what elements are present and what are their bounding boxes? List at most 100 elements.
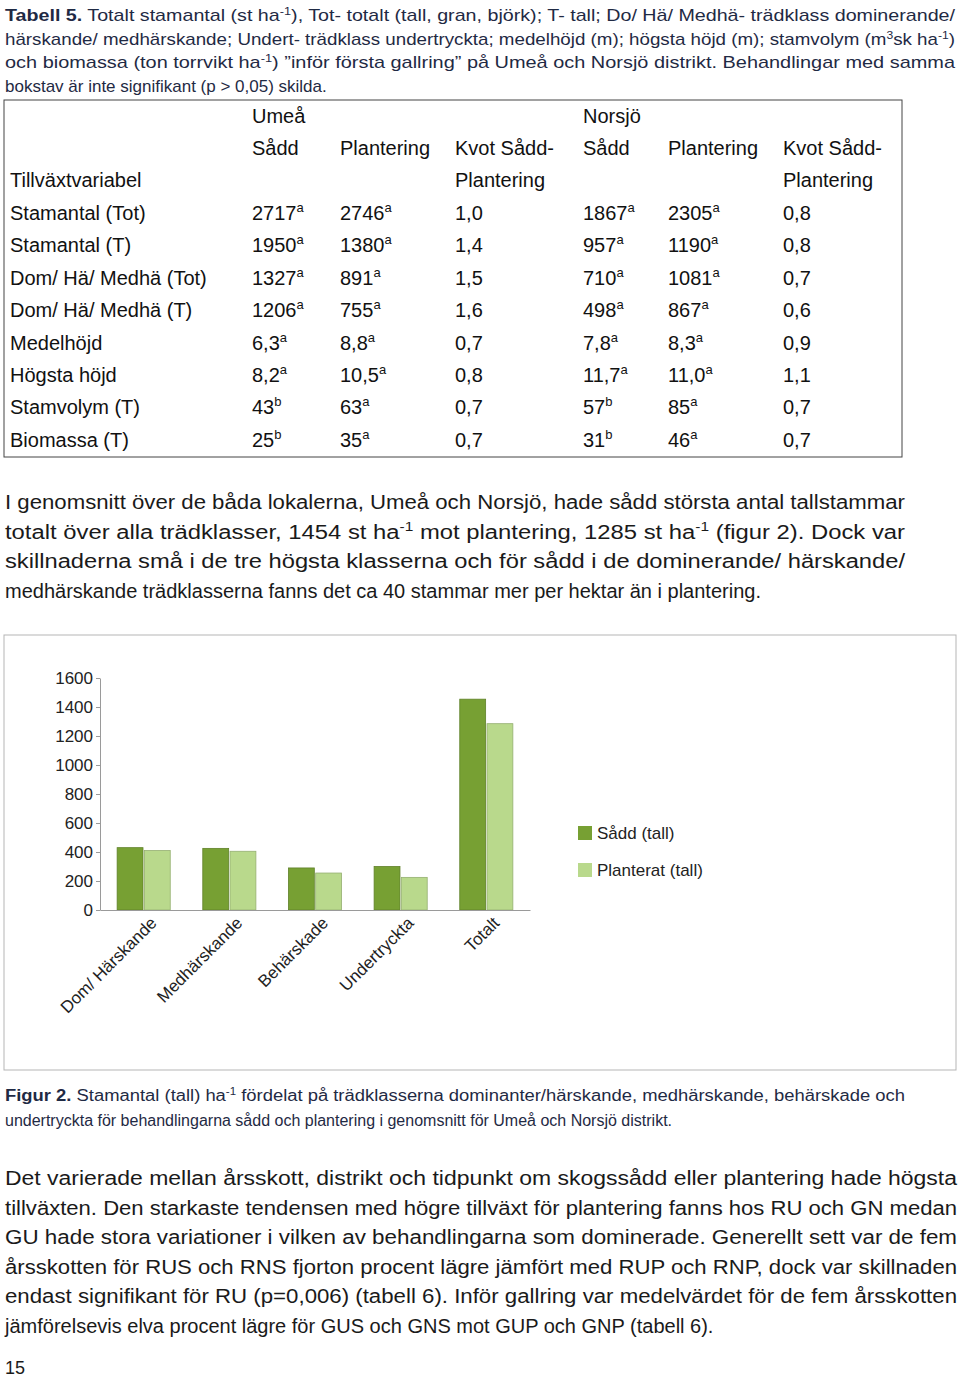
- cell-value: 0,7: [455, 396, 483, 418]
- cell-value: 31: [583, 429, 605, 451]
- cell-value: 0,9: [783, 332, 811, 354]
- table-cell: 11,0a: [668, 362, 713, 386]
- cell-significance: a: [616, 232, 624, 247]
- cell-value: 1,5: [455, 267, 483, 289]
- table-cell: 1,6: [455, 299, 483, 321]
- tick: 200: [65, 872, 100, 891]
- table-cell: 1,0: [455, 202, 483, 224]
- cell-value: 0,8: [455, 364, 483, 386]
- cell-value: 10,5: [340, 364, 379, 386]
- row-label: Dom/ Hä/ Medhä (T): [10, 299, 192, 321]
- text-run: fördelat på trädklasserna dominanter/här…: [236, 1087, 905, 1104]
- table-cell: 1,1: [783, 364, 811, 386]
- table-cell: 46a: [668, 427, 698, 451]
- text-run: GU hade stora variationer i vilken av be…: [5, 1226, 957, 1248]
- tick-label: Medhärskande: [153, 914, 246, 1007]
- cell-value: 46: [668, 429, 690, 451]
- table: UmeåNorsjöSåddPlanteringKvot Sådd-Plante…: [4, 100, 902, 457]
- text-run: medhärskande trädklasserna fanns det ca …: [5, 580, 761, 602]
- text-run: endast signifikant för RU (p=0,006) (tab…: [5, 1285, 957, 1307]
- tick-mark: [96, 852, 100, 853]
- cell-significance: a: [385, 200, 393, 215]
- cell-value: 35: [340, 429, 362, 451]
- table-cell: 1190a: [668, 232, 719, 256]
- tick-label: Undertryckta: [336, 913, 418, 995]
- tick-label: 0: [84, 901, 93, 920]
- cell-significance: b: [605, 394, 612, 409]
- table-cell: 1081a: [668, 265, 721, 289]
- table-cell: 2717a: [252, 200, 305, 224]
- axis-line: [100, 679, 101, 911]
- text-run: Stamantal (tall) ha: [71, 1087, 226, 1104]
- column-header: Plantering: [783, 169, 873, 191]
- cell-value: 63: [340, 396, 362, 418]
- tick-label: 1600: [55, 669, 93, 688]
- cell-significance: a: [373, 265, 381, 280]
- text-run: tillväxten. Den starkaste tendensen med …: [5, 1197, 957, 1219]
- cell-value: 6,3: [252, 332, 280, 354]
- bar: [288, 868, 314, 910]
- bar: [374, 867, 400, 911]
- table-cell: 8,2a: [252, 362, 288, 386]
- cell-value: 1190: [668, 234, 711, 256]
- superscript: -1: [280, 5, 291, 17]
- cell-value: 1867: [583, 202, 628, 224]
- table-cell: 0,7: [455, 396, 483, 418]
- axis-line: [101, 910, 531, 911]
- column-header: Plantering: [455, 169, 545, 191]
- table-cell: 8,8a: [340, 330, 376, 354]
- text-run: sk ha: [893, 30, 938, 49]
- row-label: Biomassa (T): [10, 429, 129, 451]
- table-cell: 11,7a: [583, 362, 628, 386]
- bar: [117, 848, 143, 910]
- cell-value: 11,7: [583, 364, 620, 386]
- cell-value: 25: [252, 429, 274, 451]
- cell-significance: a: [620, 362, 628, 377]
- bar: [316, 873, 342, 910]
- table-cell: 1,5: [455, 267, 483, 289]
- cell-value: 2746: [340, 202, 385, 224]
- tick-label: 1200: [55, 727, 93, 746]
- cell-value: 0,8: [783, 234, 811, 256]
- cell-value: 8,3: [668, 332, 696, 354]
- text-run: (figur 2). Dock var: [709, 521, 905, 543]
- cell-significance: a: [701, 297, 709, 312]
- table-cell: 8,3a: [668, 330, 704, 354]
- bars: [117, 699, 513, 910]
- bar: [460, 699, 486, 910]
- table-cell: 43b: [252, 394, 281, 418]
- cell-significance: a: [705, 362, 713, 377]
- legend: Sådd (tall)Planterat (tall): [578, 824, 703, 880]
- table-cell: 710a: [583, 265, 624, 289]
- tick: Medhärskande: [153, 910, 246, 1006]
- cell-value: 1380: [340, 234, 385, 256]
- cell-value: 1081: [668, 267, 713, 289]
- row-label: Stamantal (Tot): [10, 202, 146, 224]
- table-cell: 755a: [340, 297, 381, 321]
- tick-mark: [96, 881, 100, 882]
- text-line: totalt över alla trädklasser, 1454 st ha…: [5, 519, 905, 543]
- column-header: Sådd: [583, 137, 630, 159]
- text-run: och biomassa (ton torrvikt ha: [5, 53, 261, 72]
- text-line: jämförelsevis elva procent lägre för GUS…: [4, 1315, 713, 1337]
- cell-significance: a: [690, 394, 698, 409]
- cell-significance: a: [379, 362, 387, 377]
- cell-significance: a: [368, 330, 376, 345]
- cell-value: 2305: [668, 202, 713, 224]
- tick-mark: [96, 736, 100, 737]
- cell-value: 957: [583, 234, 616, 256]
- tick: 600: [65, 814, 100, 833]
- figure-caption-line: Figur 2. Stamantal (tall) ha-1 fördelat …: [5, 1086, 905, 1104]
- text-line: medhärskande trädklasserna fanns det ca …: [5, 580, 761, 602]
- cell-significance: a: [385, 232, 393, 247]
- text-line: GU hade stora variationer i vilken av be…: [5, 1226, 957, 1248]
- cell-significance: a: [297, 232, 305, 247]
- superscript: -1: [261, 52, 272, 64]
- tick-label: Dom/ Härskande: [57, 914, 161, 1018]
- cell-value: 8,8: [340, 332, 368, 354]
- cell-significance: a: [297, 200, 305, 215]
- table-cell: 0,8: [783, 234, 811, 256]
- bar: [203, 848, 229, 910]
- table-cell: 0,7: [783, 267, 811, 289]
- cell-value: 1,6: [455, 299, 483, 321]
